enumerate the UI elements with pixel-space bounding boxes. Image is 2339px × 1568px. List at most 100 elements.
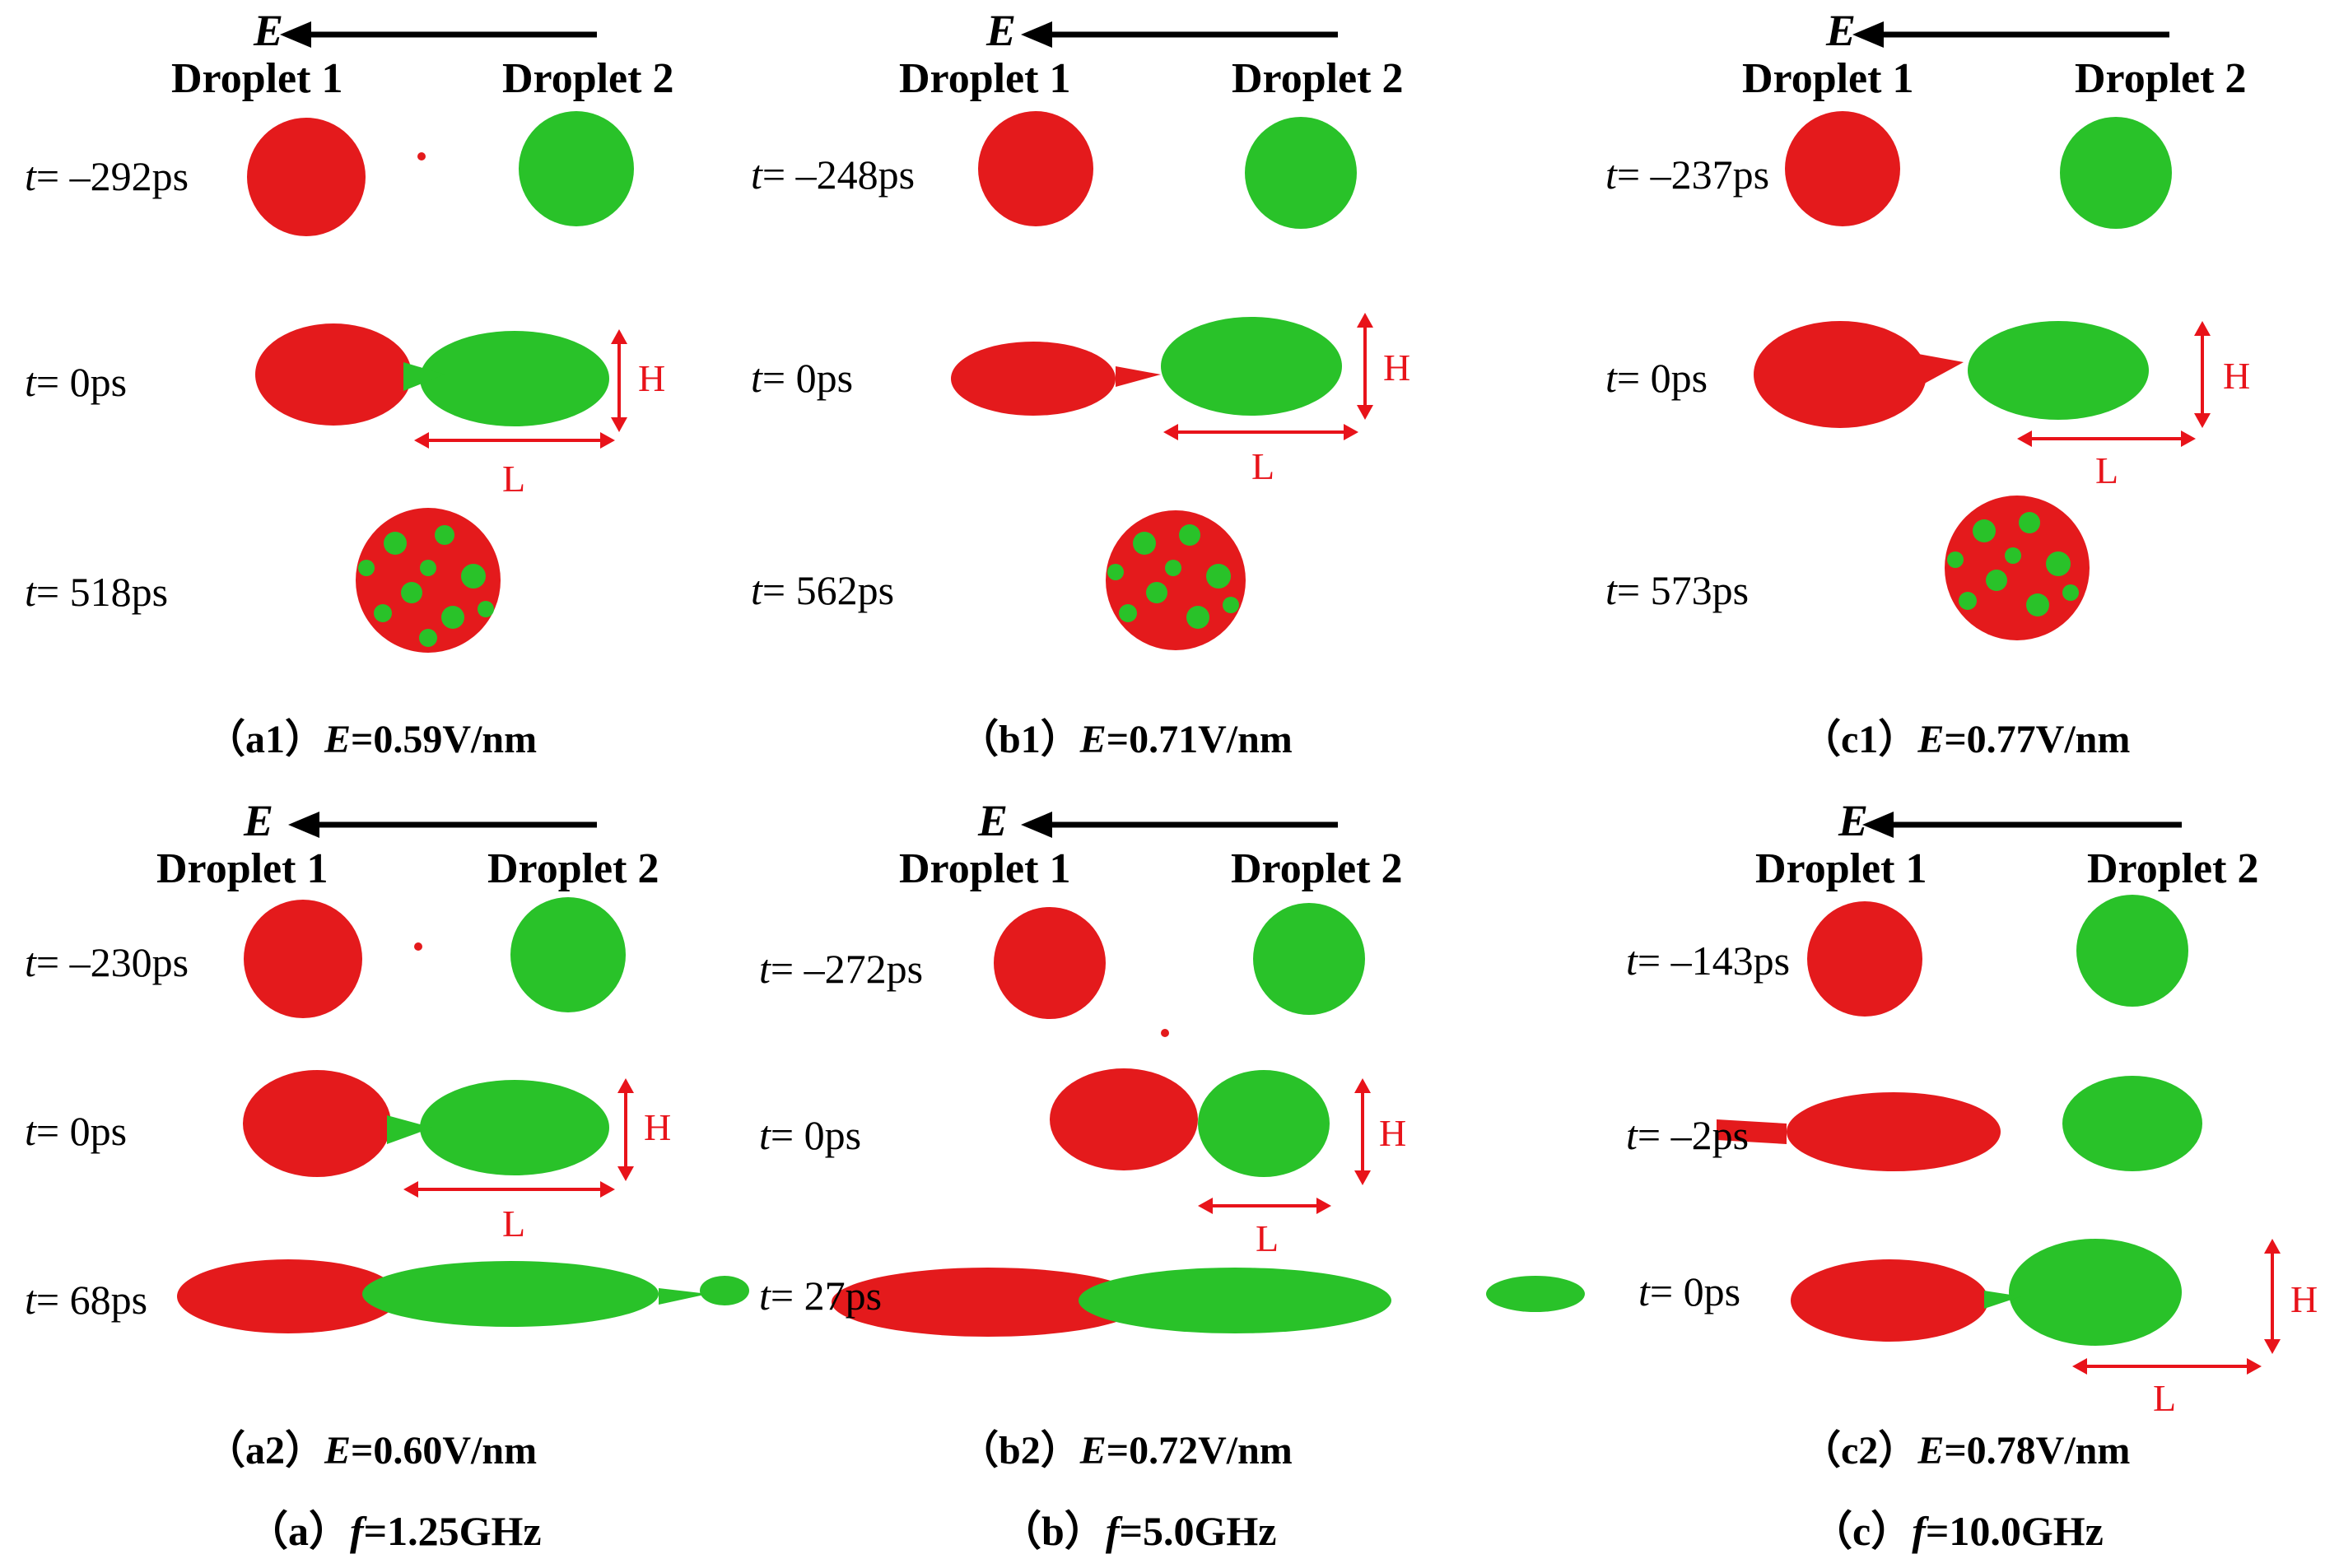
droplet-1-elongated bbox=[1787, 1092, 2001, 1171]
length-label: L bbox=[502, 458, 526, 500]
length-label: L bbox=[1251, 445, 1275, 487]
droplet-2-label: Droplet 2 bbox=[1231, 845, 1403, 892]
time-label: t= –143ps bbox=[1626, 938, 1791, 984]
panel-c2-graphics bbox=[1717, 812, 2281, 1375]
droplet-2-label: Droplet 2 bbox=[2087, 845, 2259, 892]
field-symbol: E bbox=[986, 6, 1017, 55]
panel-a1: E Droplet 1 Droplet 2 t= –292ps t= 0ps t… bbox=[0, 0, 766, 741]
droplet-2-label: Droplet 2 bbox=[487, 845, 659, 892]
droplet-2-deformed bbox=[1198, 1070, 1330, 1177]
caption-a2: （a2）E=0.60V/nm bbox=[206, 1429, 538, 1473]
field-symbol: E bbox=[1826, 6, 1857, 55]
height-dimension bbox=[2264, 1239, 2281, 1354]
caption-b1: （b1）E=0.71V/nm bbox=[959, 718, 1293, 761]
droplet-2 bbox=[1253, 903, 1365, 1015]
time-label: t= 518ps bbox=[25, 569, 169, 615]
length-dimension bbox=[2017, 430, 2196, 447]
panel-a2: E Droplet 1 Droplet 2 t= –230ps t= 0ps t… bbox=[0, 790, 766, 1531]
field-arrow bbox=[1021, 21, 1338, 48]
droplet-2-deformed bbox=[2062, 1076, 2202, 1171]
height-dimension bbox=[1357, 313, 1373, 420]
time-label: t= –237ps bbox=[1605, 151, 1770, 198]
time-label: t= 68ps bbox=[25, 1277, 148, 1323]
caption-c2: （c2）E=0.78V/nm bbox=[1801, 1429, 2131, 1473]
time-label: t= 0ps bbox=[1605, 355, 1708, 401]
length-dimension bbox=[414, 432, 615, 449]
droplet-2 bbox=[2076, 895, 2188, 1007]
length-dimension bbox=[403, 1181, 615, 1198]
time-label: t= –2ps bbox=[1626, 1112, 1750, 1158]
height-label: H bbox=[638, 357, 666, 399]
caption-a1: （a1）E=0.59V/nm bbox=[206, 718, 538, 761]
height-label: H bbox=[644, 1106, 672, 1148]
length-dimension bbox=[2072, 1358, 2262, 1375]
stray-particle bbox=[417, 152, 426, 161]
panel-a1-graphics bbox=[247, 21, 634, 653]
height-label: H bbox=[2223, 355, 2251, 397]
merged-droplet-mixing bbox=[358, 525, 494, 647]
droplet-2 bbox=[1245, 117, 1357, 229]
droplet-2 bbox=[2060, 117, 2172, 229]
droplet-1-label: Droplet 1 bbox=[899, 845, 1071, 892]
height-label: H bbox=[1383, 347, 1411, 389]
droplet-1-label: Droplet 1 bbox=[1755, 845, 1927, 892]
droplet-1-deformed bbox=[243, 1070, 391, 1177]
merged-droplet-mixing bbox=[1947, 512, 2079, 616]
droplet-1 bbox=[994, 907, 1106, 1019]
length-label: L bbox=[2095, 449, 2119, 491]
height-dimension bbox=[611, 329, 627, 432]
droplet-2 bbox=[510, 897, 626, 1012]
panel-b1-graphics bbox=[951, 21, 1373, 650]
stray-particle bbox=[414, 942, 422, 951]
time-label: t= –292ps bbox=[25, 153, 189, 199]
ejected-fragment bbox=[1486, 1276, 1585, 1312]
droplet-1-label: Droplet 1 bbox=[156, 845, 328, 892]
droplet-1-label: Droplet 1 bbox=[171, 55, 343, 102]
length-label: L bbox=[2153, 1377, 2177, 1419]
droplet-2-label: Droplet 2 bbox=[502, 55, 674, 102]
droplet-1-deformed bbox=[1050, 1068, 1198, 1170]
height-dimension bbox=[617, 1078, 634, 1181]
ejected-fragment bbox=[700, 1276, 749, 1305]
caption-c1: （c1）E=0.77V/nm bbox=[1801, 718, 2131, 761]
droplet-2-deformed bbox=[1968, 321, 2149, 420]
length-label: L bbox=[1256, 1217, 1279, 1259]
field-arrow bbox=[280, 21, 597, 48]
panel-b2-graphics bbox=[832, 812, 1585, 1337]
merged-droplet-mixing bbox=[1107, 524, 1239, 629]
panel-c2: E Droplet 1 Droplet 2 t= –143ps t= –2ps … bbox=[1573, 790, 2338, 1531]
time-label: t= –272ps bbox=[759, 946, 924, 992]
field-symbol: E bbox=[244, 796, 274, 845]
droplet-2-label: Droplet 2 bbox=[1232, 55, 1404, 102]
height-label: H bbox=[2290, 1278, 2318, 1320]
time-label: t= 0ps bbox=[759, 1112, 862, 1158]
column-caption-b: （b）f=5.0GHz bbox=[1000, 1508, 1277, 1554]
droplet-1 bbox=[1807, 901, 1922, 1017]
panel-b1: E Droplet 1 Droplet 2 t= –248ps t= 0ps t… bbox=[741, 0, 1507, 741]
time-label: t= –248ps bbox=[751, 151, 916, 198]
droplet-1-label: Droplet 1 bbox=[899, 55, 1071, 102]
field-arrow bbox=[1852, 21, 2169, 48]
field-arrow bbox=[1021, 812, 1338, 838]
droplet-1-deformed bbox=[255, 323, 412, 426]
droplet-1-deformed bbox=[1754, 321, 1927, 428]
time-label: t= 0ps bbox=[25, 359, 128, 405]
height-dimension bbox=[2194, 321, 2211, 428]
droplet-2-deformed bbox=[420, 1080, 609, 1175]
length-dimension bbox=[1198, 1198, 1331, 1214]
length-dimension bbox=[1163, 424, 1358, 440]
time-label: t= 562ps bbox=[751, 567, 895, 613]
droplet-1 bbox=[247, 118, 366, 236]
length-label: L bbox=[502, 1203, 526, 1245]
elongated-droplet-2 bbox=[1079, 1268, 1391, 1333]
elongated-droplet-1 bbox=[177, 1259, 399, 1333]
time-label: t= 0ps bbox=[1638, 1268, 1741, 1314]
field-symbol: E bbox=[978, 796, 1009, 845]
droplet-1-final bbox=[1791, 1259, 1988, 1342]
panel-a2-graphics bbox=[177, 812, 749, 1333]
elongated-droplet-1 bbox=[832, 1268, 1144, 1337]
field-arrow bbox=[1862, 812, 2182, 838]
elongated-droplet-2 bbox=[362, 1261, 659, 1327]
time-label: t= 0ps bbox=[25, 1108, 128, 1154]
